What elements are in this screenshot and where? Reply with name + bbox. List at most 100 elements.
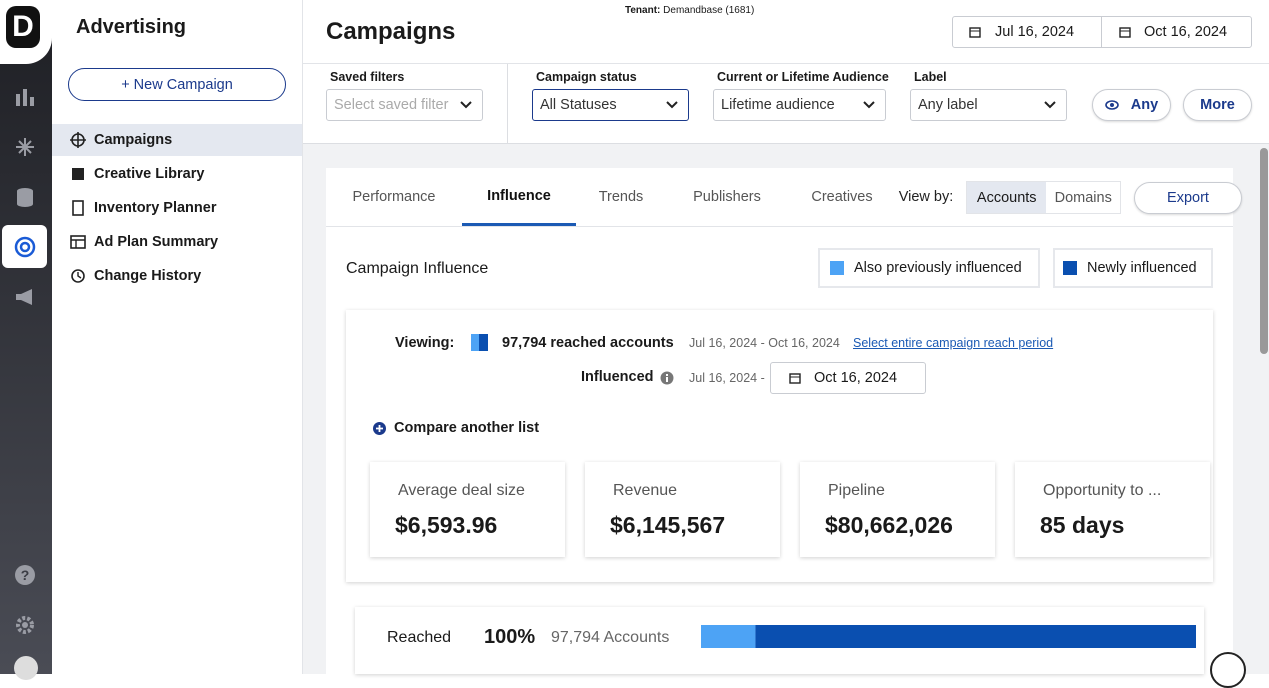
reach-segment	[701, 625, 756, 648]
reached-accounts: 97,794 reached accounts	[502, 335, 674, 351]
saved-filter-dropdown[interactable]: Select saved filter	[326, 89, 483, 121]
help-bubble[interactable]	[1210, 652, 1246, 688]
reach-bar	[701, 625, 1196, 648]
header: Tenant: Demandbase (1681) Campaigns Jul …	[303, 0, 1269, 64]
legend-swatch	[1063, 261, 1077, 275]
reached-accounts: 97,794 Accounts	[551, 629, 670, 646]
dropdown-value: All Statuses	[540, 97, 617, 113]
icon-target	[14, 236, 36, 258]
filter-bar: Saved filters Select saved filter Campai…	[303, 64, 1269, 144]
icon	[70, 235, 86, 249]
app-sidebar: D ?	[0, 0, 52, 680]
icon-swatch	[471, 334, 479, 351]
icon	[72, 168, 84, 180]
nav-item[interactable]: Creative Library	[52, 158, 302, 190]
chevron	[460, 101, 472, 109]
metric-label: Pipeline	[828, 482, 885, 499]
tenant: Tenant: Demandbase (1681)	[625, 5, 754, 16]
export-button[interactable]: Export	[1134, 182, 1242, 214]
legend-label: Newly influenced	[1087, 260, 1197, 276]
tab[interactable]: Creatives	[811, 189, 873, 205]
nav-label: Ad Plan Summary	[94, 234, 219, 250]
more-button[interactable]: More	[1183, 89, 1252, 121]
icon-calendar	[1119, 27, 1131, 38]
reach-period-link[interactable]: Select entire campaign reach period	[853, 336, 1054, 350]
icon	[71, 269, 85, 283]
metric-value: $6,593.96	[395, 512, 498, 538]
metric-label: Opportunity to ...	[1043, 482, 1162, 499]
active-app[interactable]	[2, 225, 47, 268]
chevron	[863, 101, 875, 109]
tab-divider	[326, 226, 1233, 227]
influenced-label: Influenced	[581, 369, 654, 385]
compare-label: Compare another list	[394, 420, 540, 436]
viewing-label: Viewing:	[395, 335, 455, 351]
new-campaign-button[interactable]: + New Campaign	[68, 68, 286, 101]
chevron	[1044, 101, 1056, 109]
metric-label: Revenue	[613, 482, 678, 499]
nav-item[interactable]: Inventory Planner	[52, 192, 302, 224]
tab-active[interactable]: Influence	[462, 168, 576, 226]
legend-label: Also previously influenced	[854, 260, 1022, 276]
tab[interactable]: Performance	[352, 189, 436, 205]
influenced-start: Jul 16, 2024 -	[689, 371, 765, 385]
nav-label: Inventory Planner	[94, 200, 217, 216]
divider	[507, 64, 508, 144]
reach-segment	[755, 625, 1196, 648]
scrollbar[interactable]	[1260, 148, 1268, 354]
icon-database[interactable]	[14, 186, 36, 208]
icon-analytics[interactable]	[14, 86, 36, 108]
dropdown-value: Select saved filter	[334, 97, 449, 113]
icon-help[interactable]: ?	[14, 564, 36, 586]
compare-button[interactable]: Compare another list	[373, 420, 539, 436]
date-end[interactable]: Oct 16, 2024	[1144, 24, 1228, 40]
section-title: Campaign Influence	[346, 260, 489, 277]
reached-label: Reached	[387, 629, 452, 646]
toggle-option-active[interactable]: Accounts	[967, 182, 1047, 213]
icon-settings[interactable]	[15, 615, 35, 635]
nav-item[interactable]: Campaigns	[52, 124, 302, 156]
view-by-toggle: Accounts Domains	[966, 181, 1121, 214]
metric-card: Average deal size $6,593.96	[370, 462, 565, 557]
tenant-label: Tenant:	[625, 5, 661, 16]
icon-calendar	[969, 27, 981, 38]
icon-megaphone[interactable]	[14, 286, 36, 308]
date-range-text: Jul 16, 2024 - Oct 16, 2024	[689, 336, 840, 350]
audience-dropdown[interactable]: Lifetime audience	[713, 89, 886, 121]
reached-percent: 100%	[484, 626, 536, 648]
icon-calendar	[789, 373, 801, 384]
icon-info[interactable]	[660, 371, 674, 385]
tab[interactable]: Trends	[598, 189, 644, 205]
legend-swatch	[830, 261, 844, 275]
icon	[72, 200, 84, 216]
avatar[interactable]	[14, 656, 38, 680]
toggle-option[interactable]: Domains	[1054, 189, 1112, 206]
metric-card: Opportunity to ... 85 days	[1015, 462, 1210, 557]
nav-item[interactable]: Ad Plan Summary	[52, 226, 302, 258]
metric-value: $80,662,026	[825, 512, 953, 538]
influenced-end-date[interactable]: Oct 16, 2024	[770, 362, 926, 394]
date-start[interactable]: Jul 16, 2024	[953, 17, 1102, 47]
tenant-name: Demandbase (1681)	[663, 5, 755, 16]
dropdown-value: Lifetime audience	[721, 97, 835, 113]
date-value: Oct 16, 2024	[814, 370, 898, 386]
nav-title: Advertising	[76, 16, 187, 38]
nav-label: Campaigns	[94, 132, 173, 148]
icon-spark[interactable]	[14, 136, 36, 158]
view-by-label: View by:	[898, 189, 954, 205]
logo[interactable]: D	[6, 6, 40, 48]
status-dropdown[interactable]: All Statuses	[532, 89, 689, 121]
metric-card: Pipeline $80,662,026	[800, 462, 995, 557]
chevron	[666, 101, 678, 109]
nav-item[interactable]: Change History	[52, 260, 302, 292]
label-dropdown[interactable]: Any label	[910, 89, 1067, 121]
tab[interactable]: Publishers	[693, 189, 761, 205]
legend-item[interactable]: Also previously influenced	[818, 248, 1040, 288]
legend-item[interactable]: Newly influenced	[1053, 248, 1213, 288]
svg-text:?: ?	[21, 567, 30, 583]
nav-label: Creative Library	[94, 166, 205, 182]
date-range: Jul 16, 2024 Oct 16, 2024	[952, 16, 1252, 48]
filter-label: Campaign status	[536, 70, 637, 84]
any-button[interactable]: Any	[1092, 89, 1171, 121]
reached-row: Reached 100% 97,794 Accounts	[355, 607, 1204, 674]
